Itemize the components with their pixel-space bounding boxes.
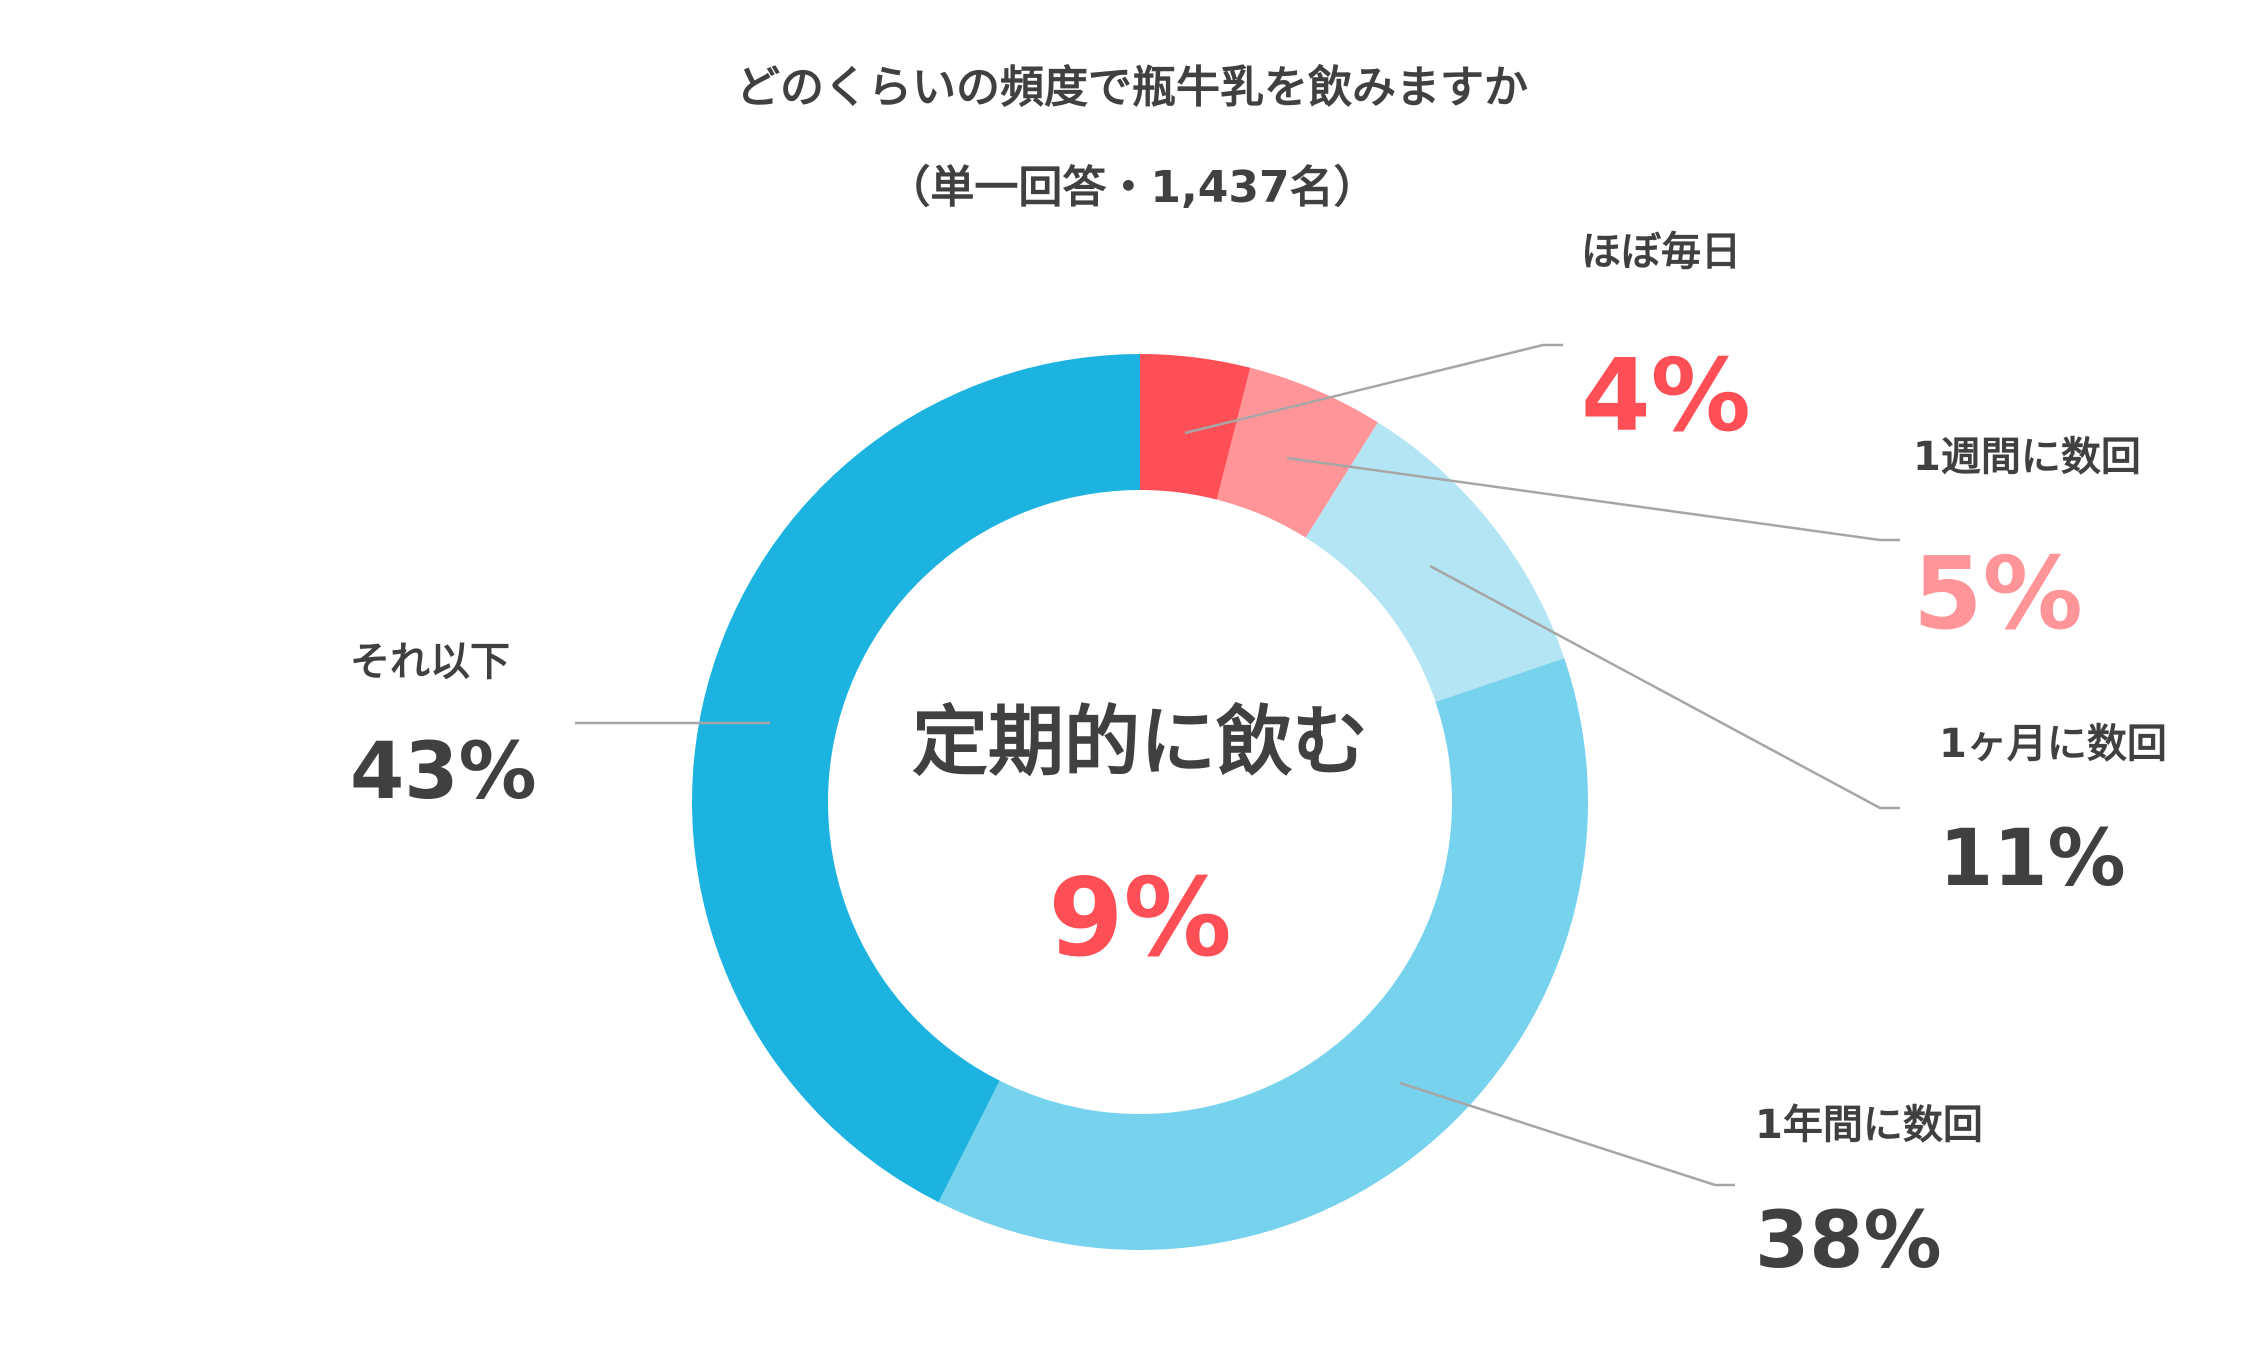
slice-weekly (1216, 367, 1378, 538)
slice-weekly-leader-line (1286, 456, 1900, 542)
slice-yearly (938, 658, 1588, 1250)
slice-yearly-value-label: 38% (1755, 1196, 1942, 1286)
slice-weekly-value-label: 5% (1913, 535, 2083, 652)
chart-subtitle: （単一回答・1,437名） (886, 162, 1377, 213)
slice-monthly-value-label: 11% (1939, 814, 2126, 904)
slice-daily (1140, 354, 1251, 500)
slice-monthly-label: 1ヶ月に数回 (1939, 721, 2167, 767)
slice-monthly (1305, 422, 1565, 702)
slice-labels: ほぼ毎日 4% 1週間に数回 5% 1ヶ月に数回 11% 1年間に数回 38% それ以下 43% (350, 229, 2167, 1286)
slice-weekly-label: 1週間に数回 (1913, 434, 2141, 480)
leader-lines (575, 343, 1900, 1187)
slice-monthly-leader-line (1429, 564, 1900, 810)
slice-yearly-leader-line (1399, 1081, 1735, 1187)
center-label: 定期的に飲む (912, 697, 1368, 786)
slice-daily-label: ほぼ毎日 (1581, 229, 1741, 275)
slice-daily-value-label: 4% (1581, 337, 1751, 454)
center-value: 9% (1048, 856, 1231, 981)
donut-slices (692, 354, 1588, 1250)
slice-less-label: それ以下 (350, 639, 510, 685)
slice-less (692, 354, 1140, 1203)
chart-title: どのくらいの頻度で瓶牛乳を飲みますか (736, 62, 1528, 113)
slice-daily-leader-line (1184, 343, 1563, 435)
slice-yearly-label: 1年間に数回 (1755, 1102, 1983, 1148)
slice-less-value-label: 43% (350, 727, 537, 817)
